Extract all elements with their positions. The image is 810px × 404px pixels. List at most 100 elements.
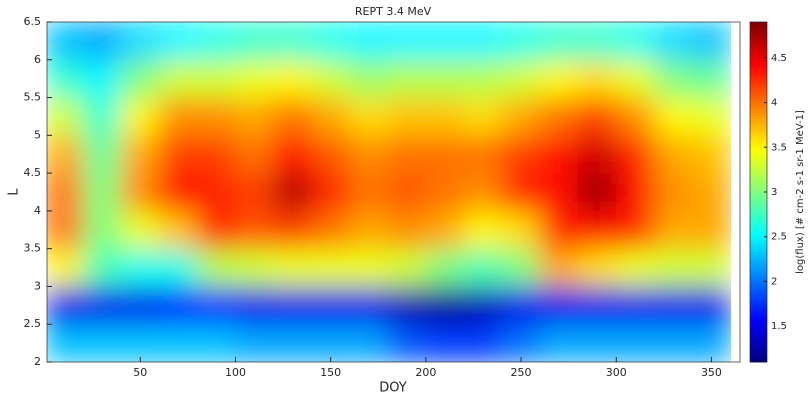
heatmap-cell	[158, 248, 198, 287]
colorbar-segment	[750, 124, 767, 128]
heatmap-cell	[501, 210, 541, 250]
colorbar-segment	[750, 194, 767, 199]
y-tick-label: 5	[34, 128, 41, 141]
heatmap-cell	[615, 59, 655, 99]
colorbar-segment	[750, 319, 767, 323]
colorbar-segment	[750, 313, 767, 318]
colorbar-segment	[750, 356, 767, 360]
colorbar-segment	[750, 345, 767, 349]
colorbar-segment	[750, 155, 767, 159]
heatmap-cell	[196, 285, 236, 325]
colorbar-segment	[750, 177, 767, 182]
heatmap-cell	[349, 248, 389, 287]
colorbar-segment	[750, 33, 767, 37]
colorbar-segment	[750, 220, 767, 224]
heatmap-cell	[196, 59, 236, 99]
heatmap-cell	[234, 172, 275, 212]
heatmap-cell	[691, 285, 731, 325]
heatmap-cell	[196, 22, 236, 61]
colorbar-segment	[750, 126, 767, 131]
heatmap-cell	[615, 172, 655, 212]
colorbar-segment	[750, 115, 767, 119]
heatmap-cell	[158, 285, 198, 325]
colorbar-segment	[750, 268, 767, 272]
colorbar-segment	[750, 81, 767, 85]
colorbar-segment	[750, 27, 767, 31]
heatmap-cell	[615, 210, 655, 250]
heatmap-cell	[47, 285, 84, 325]
colorbar-segment	[750, 200, 767, 204]
heatmap-cell	[691, 22, 731, 61]
colorbar-segment	[750, 316, 767, 320]
heatmap-cell	[47, 172, 84, 212]
heatmap-cell	[387, 59, 427, 99]
heatmap-cell	[311, 97, 351, 136]
colorbar-segment	[750, 47, 767, 51]
heatmap-cell	[463, 59, 503, 99]
colorbar-label: log(flux) [# cm-2 s-1 sr-1 MeV-1]	[795, 110, 806, 274]
colorbar-segment	[750, 257, 767, 261]
heatmap-cell	[82, 248, 122, 287]
colorbar-segment	[750, 234, 767, 238]
heatmap-cell	[273, 134, 313, 174]
colorbar-segment	[750, 277, 767, 281]
heatmap-cell	[577, 285, 617, 325]
heatmap-cell	[425, 210, 465, 250]
colorbar-segment	[750, 192, 767, 196]
heatmap-cell	[653, 134, 693, 174]
heatmap-cell	[425, 172, 465, 212]
heatmap-cell	[234, 248, 275, 287]
heatmap-cell	[120, 59, 160, 99]
heatmap-cell	[82, 97, 122, 136]
colorbar-segment	[750, 274, 767, 278]
x-tick-label: 150	[320, 366, 341, 379]
x-tick-label: 350	[701, 366, 722, 379]
heatmap-cell	[501, 59, 541, 99]
heatmap-cell	[311, 172, 351, 212]
heatmap-cell	[120, 285, 160, 325]
colorbar-segment	[750, 104, 767, 108]
y-tick-label: 5.5	[24, 91, 42, 104]
heatmap-cell	[501, 134, 541, 174]
colorbar-segment	[750, 183, 767, 187]
colorbar-segment	[750, 254, 767, 258]
heatmap-cell	[311, 59, 351, 99]
heatmap-cell	[653, 22, 693, 61]
heatmap-cell	[577, 323, 617, 362]
colorbar-segment	[750, 217, 767, 221]
heatmap-cell	[47, 134, 84, 174]
heatmap-cell	[539, 134, 579, 174]
heatmap-cell	[273, 285, 313, 325]
heatmap-cell	[196, 323, 236, 362]
heatmap-cell	[653, 323, 693, 362]
heatmap-cell	[349, 210, 389, 250]
colorbar-tick-label: 2.5	[771, 232, 787, 243]
heatmap-cell	[653, 210, 693, 250]
y-axis-label: L	[7, 188, 22, 196]
colorbar-segment	[750, 172, 767, 176]
colorbar-segment	[750, 166, 767, 170]
colorbar-tick-label: 4	[771, 98, 777, 109]
heatmap-cell	[615, 285, 655, 325]
heatmap-cell	[425, 134, 465, 174]
heatmap-cell	[425, 323, 465, 362]
heatmap-cell	[539, 248, 579, 287]
heatmap-cell	[234, 134, 275, 174]
colorbar-segment	[750, 90, 767, 94]
colorbar-segment	[750, 61, 767, 65]
heatmap-cell	[615, 22, 655, 61]
heatmap-cell	[47, 22, 84, 61]
colorbar-segment	[750, 95, 767, 99]
colorbar-segment	[750, 243, 767, 247]
colorbar-segment	[750, 39, 767, 43]
heatmap-cell	[463, 97, 503, 136]
colorbar-segment	[750, 228, 767, 233]
heatmap-cell	[387, 323, 427, 362]
heatmap-cell	[120, 22, 160, 61]
heatmap-cell	[47, 97, 84, 136]
colorbar-segment	[750, 226, 767, 230]
heatmap-cell	[691, 323, 731, 362]
colorbar-segment	[750, 288, 767, 292]
colorbar-segment	[750, 206, 767, 210]
